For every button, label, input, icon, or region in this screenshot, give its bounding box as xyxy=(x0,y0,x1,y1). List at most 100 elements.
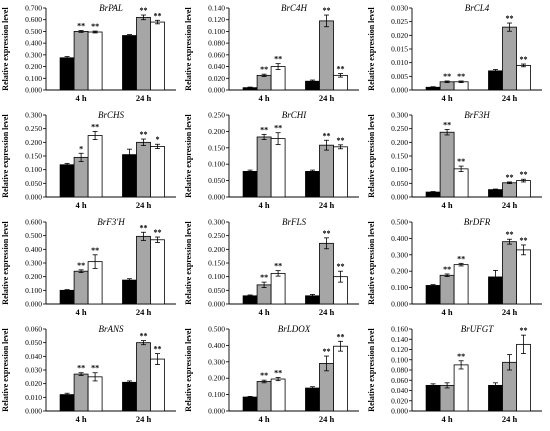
y-tick-label: 0.000 xyxy=(208,300,225,309)
significance-label: ** xyxy=(77,21,85,30)
panel-6: Relative expression level 0.000 0.100 0.200… xyxy=(1,217,176,317)
y-axis-label: Relative expression level xyxy=(184,7,193,91)
y-tick-label: 0.000 xyxy=(25,407,42,416)
y-tick-label: 0.000 xyxy=(391,300,408,309)
significance-label: ** xyxy=(337,136,345,145)
panel-title: BrF3H xyxy=(464,110,490,120)
y-tick-label: 0.100 xyxy=(208,27,225,36)
bar-white xyxy=(453,364,469,412)
y-tick-label: 0.005 xyxy=(391,72,408,81)
significance-label: ** xyxy=(457,157,465,166)
y-tick-label: 0.140 xyxy=(208,4,225,13)
bar-white xyxy=(516,343,531,412)
bar-white xyxy=(87,31,103,91)
significance-label: ** xyxy=(91,22,99,31)
bar-white xyxy=(270,66,286,91)
bar-white xyxy=(453,168,469,198)
panel-1: Relative expression level 0.000 0.020 0.040… xyxy=(184,3,359,103)
y-tick-label: 0.050 xyxy=(25,338,42,347)
significance-label: ** xyxy=(140,6,148,15)
y-tick-label: 0.010 xyxy=(25,393,42,402)
y-tick-label: 0.300 xyxy=(391,250,408,259)
bar-white xyxy=(333,345,348,412)
x-tick-label: 4 h xyxy=(442,414,453,424)
x-tick-label: 4 h xyxy=(76,307,87,317)
significance-label: ** xyxy=(140,332,148,341)
y-tick-label: 0.100 xyxy=(25,286,42,295)
y-tick-label: 0.100 xyxy=(391,283,408,292)
panel-title: BrCL4 xyxy=(465,3,490,13)
y-tick-label: 0.300 xyxy=(208,357,225,366)
panel-9: Relative expression level 0.000 0.010 0.020… xyxy=(1,324,176,424)
significance-label: ** xyxy=(520,55,528,64)
significance-label: ** xyxy=(77,364,85,373)
y-tick-label: 0.250 xyxy=(25,124,42,133)
bar-black xyxy=(59,57,75,91)
significance-label: ** xyxy=(506,230,514,239)
y-tick-label: 0.020 xyxy=(391,396,408,405)
x-tick-label: 24 h xyxy=(136,93,152,103)
y-tick-label: 0.020 xyxy=(391,31,408,40)
y-tick-label: 0.060 xyxy=(391,376,408,385)
x-tick-label: 4 h xyxy=(76,414,87,424)
y-tick-label: 0.000 xyxy=(391,86,408,95)
x-tick-label: 4 h xyxy=(259,200,270,210)
significance-label: ** xyxy=(520,236,528,245)
y-tick-label: 0.100 xyxy=(391,355,408,364)
y-tick-label: 0.080 xyxy=(391,366,408,375)
bar-white xyxy=(150,21,165,91)
y-axis-label: Relative expression level xyxy=(367,7,376,91)
y-tick-label: 0.100 xyxy=(208,390,225,399)
panel-title: BrCHI xyxy=(282,110,308,120)
significance-label: ** xyxy=(154,345,162,354)
bar-gray xyxy=(73,156,89,198)
bar-black xyxy=(122,154,137,198)
panel-4: Relative expression level 0.000 0.050 0.100… xyxy=(184,110,359,210)
bar-gray xyxy=(439,131,455,198)
y-tick-label: 0.040 xyxy=(208,62,225,71)
bar-black xyxy=(59,289,75,305)
y-tick-label: 0.300 xyxy=(25,259,42,268)
bar-black xyxy=(305,387,320,412)
panel-3: Relative expression level 0.000 0.050 0.100… xyxy=(1,110,176,210)
bar-white xyxy=(270,138,286,198)
significance-label: ** xyxy=(91,364,99,373)
significance-label: ** xyxy=(77,261,85,270)
y-tick-label: 0.010 xyxy=(391,58,408,67)
significance-label: ** xyxy=(274,55,282,64)
x-tick-label: 24 h xyxy=(136,307,152,317)
bar-white xyxy=(516,249,531,305)
x-tick-label: 4 h xyxy=(442,200,453,210)
y-tick-label: 0.200 xyxy=(208,245,225,254)
x-tick-label: 24 h xyxy=(502,307,518,317)
bar-gray xyxy=(73,270,89,305)
panel-title: BrUFGT xyxy=(461,324,494,334)
significance-label: ** xyxy=(140,223,148,232)
significance-label: ** xyxy=(260,125,268,134)
bar-black xyxy=(122,35,137,91)
y-tick-label: 0.400 xyxy=(25,39,42,48)
y-tick-label: 0.020 xyxy=(25,379,42,388)
significance-label: ** xyxy=(260,65,268,74)
x-tick-label: 4 h xyxy=(259,414,270,424)
x-tick-label: 24 h xyxy=(136,200,152,210)
x-tick-label: 24 h xyxy=(502,414,518,424)
y-tick-label: 0.140 xyxy=(391,335,408,344)
significance-label: ** xyxy=(274,368,282,377)
y-tick-label: 0.100 xyxy=(208,160,225,169)
bar-black xyxy=(305,171,320,198)
y-tick-label: 0.000 xyxy=(25,300,42,309)
significance-label: ** xyxy=(457,352,465,361)
bar-black xyxy=(122,279,137,305)
significance-label: ** xyxy=(443,265,451,274)
y-tick-label: 0.050 xyxy=(208,286,225,295)
y-tick-label: 0.300 xyxy=(25,111,42,120)
panel-7: Relative expression level 0.000 0.050 0.100… xyxy=(184,217,359,317)
y-tick-label: 0.040 xyxy=(25,352,42,361)
y-tick-label: 0.200 xyxy=(25,272,42,281)
bar-white xyxy=(516,180,531,198)
y-axis-label: Relative expression level xyxy=(184,221,193,305)
y-tick-label: 0.200 xyxy=(208,374,225,383)
bar-gray xyxy=(439,384,455,412)
bar-gray xyxy=(256,381,272,412)
